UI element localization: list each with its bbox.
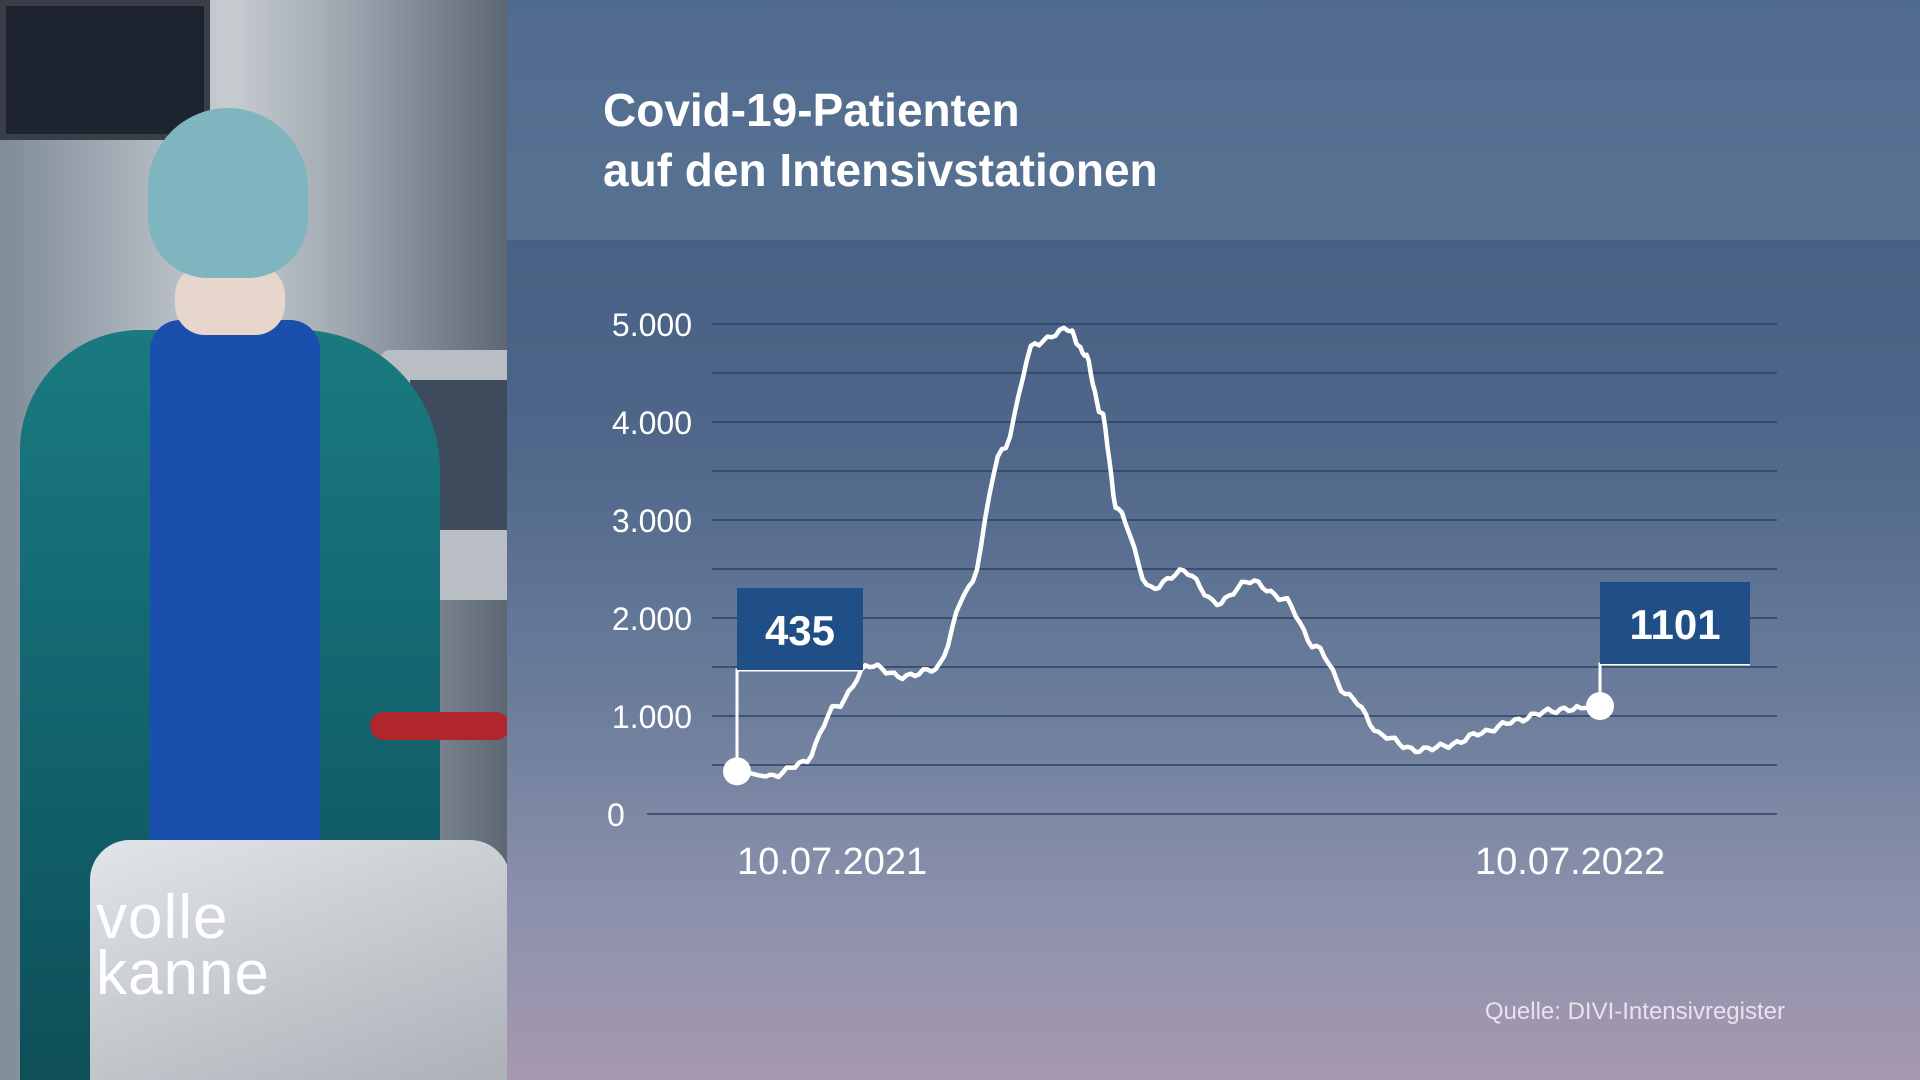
callout-value: 435 [765, 607, 835, 654]
y-tick-label: 2.000 [612, 601, 692, 637]
series-line [734, 325, 1603, 780]
chart-title-line2: auf den Intensivstationen [603, 144, 1158, 196]
callout-leader [1598, 662, 1750, 707]
chart-title: Covid-19-Patienten auf den Intensivstati… [603, 80, 1158, 200]
chart-panel: Covid-19-Patienten auf den Intensivstati… [507, 0, 1920, 1080]
surgical-cap-image [148, 108, 308, 278]
data-point-marker [723, 757, 751, 786]
x-tick-label: 10.07.2022 [1475, 841, 1665, 883]
source-note: Quelle: DIVI-Intensivregister [1484, 998, 1785, 1025]
y-tick-label: 3.000 [612, 503, 692, 539]
logo-line2: kanne [96, 939, 270, 1008]
y-tick-label: 0 [607, 797, 625, 833]
bed-rail-image [370, 712, 507, 740]
show-logo: volle kanne [96, 883, 270, 1008]
y-tick-label: 5.000 [612, 307, 692, 343]
logo-line1: volle [96, 883, 229, 952]
scrubs-image [150, 320, 320, 880]
monitor-image [0, 0, 210, 140]
background-photo [0, 0, 507, 1080]
data-point-marker [1586, 692, 1614, 721]
chart-title-line1: Covid-19-Patienten [603, 84, 1020, 136]
callout-value: 1101 [1629, 601, 1720, 648]
callout-box [737, 588, 863, 670]
line-chart: 0 1.000 2.000 3.000 4.000 5.000 10.07.2021 10.0… [607, 307, 1777, 883]
y-tick-label: 1.000 [612, 699, 692, 735]
y-tick-label: 4.000 [612, 405, 692, 441]
callout-box [1600, 582, 1750, 664]
callout-leader [735, 668, 863, 772]
x-tick-label: 10.07.2021 [737, 841, 927, 883]
title-band [507, 0, 1920, 240]
hospital-bed-image [90, 840, 507, 1080]
